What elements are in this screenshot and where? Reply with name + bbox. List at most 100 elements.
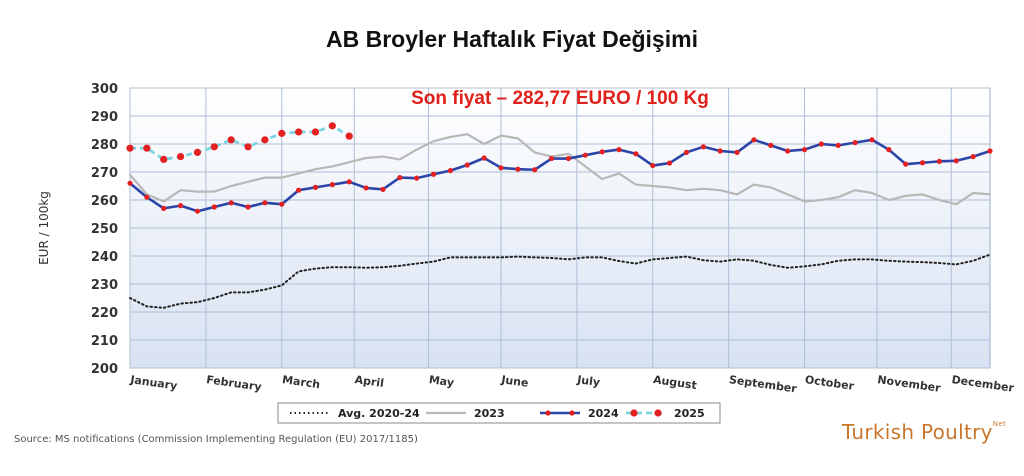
data-point (346, 179, 352, 185)
series-line (128, 138, 992, 213)
data-point (852, 140, 858, 146)
gridlines (129, 87, 990, 369)
data-point (177, 203, 184, 209)
data-point (801, 147, 808, 153)
data-point (886, 147, 892, 153)
y-tick-label: 290 (91, 110, 118, 125)
data-point (953, 158, 959, 164)
data-point (667, 160, 673, 166)
data-point (464, 162, 470, 168)
data-point (328, 122, 336, 130)
data-point (768, 142, 774, 148)
x-tick-label: April (354, 373, 385, 390)
legend-marker (654, 409, 662, 417)
data-point (498, 165, 504, 171)
y-axis: 200 210 220 230 240 250 260 270 280 290 300 (91, 82, 118, 377)
data-point (582, 152, 588, 158)
x-tick-label: May (428, 373, 455, 389)
data-point (447, 168, 453, 174)
y-tick-label: 230 (91, 278, 118, 293)
series-line (129, 253, 991, 309)
x-tick-label: February (205, 373, 262, 394)
data-point (161, 205, 167, 211)
x-tick-label: August (652, 373, 697, 392)
data-point (818, 141, 824, 147)
legend-label: 2024 (588, 407, 619, 420)
data-point (397, 175, 403, 181)
data-point (751, 137, 757, 143)
data-point (380, 186, 386, 192)
legend-label: Avg. 2020-24 (338, 407, 420, 420)
data-point (126, 144, 134, 152)
data-point (244, 143, 252, 151)
legend-marker (545, 410, 551, 416)
data-point (144, 194, 150, 200)
series-2024 (127, 137, 993, 214)
x-tick-label: December (951, 373, 1016, 395)
x-tick-label: July (575, 373, 600, 389)
data-point (633, 151, 639, 157)
y-tick-label: 220 (91, 306, 118, 321)
data-point (211, 204, 217, 210)
y-tick-label: 280 (91, 138, 118, 153)
x-tick-label: January (129, 373, 179, 393)
data-point (936, 158, 943, 164)
data-point (210, 143, 218, 151)
chart-subtitle: Son fiyat – 282,77 EURO / 100 Kg (411, 88, 709, 109)
data-point (278, 129, 286, 137)
data-point (835, 142, 841, 148)
data-point (700, 144, 706, 150)
data-point (193, 148, 202, 156)
data-point (565, 155, 572, 162)
data-point (987, 148, 993, 154)
y-tick-label: 260 (91, 194, 118, 209)
legend-marker (569, 410, 575, 416)
data-point (717, 148, 723, 154)
data-point (279, 201, 285, 207)
data-point (650, 162, 656, 169)
chart-title: AB Broyler Haftalık Fiyat Değişimi (326, 26, 698, 52)
data-point (414, 175, 420, 181)
data-point (785, 148, 791, 154)
data-point (363, 185, 369, 191)
legend-box (277, 402, 721, 424)
data-point (261, 136, 269, 144)
data-point (160, 155, 168, 163)
data-point (616, 147, 622, 153)
data-point (869, 137, 875, 143)
data-point (919, 160, 926, 166)
data-point (311, 128, 320, 136)
x-tick-label: March (281, 373, 321, 391)
x-tick-label: October (804, 373, 855, 393)
data-point (194, 208, 201, 214)
legend-label: 2023 (474, 407, 505, 420)
data-point (329, 182, 335, 188)
data-point (295, 128, 303, 136)
series-line (128, 133, 992, 206)
series-2023 (128, 133, 992, 206)
data-point (262, 200, 268, 206)
y-tick-label: 240 (91, 250, 118, 265)
y-tick-label: 270 (91, 166, 118, 181)
data-point (970, 154, 976, 160)
data-point (345, 132, 353, 140)
data-point (481, 155, 487, 161)
data-point (532, 167, 538, 173)
data-point (143, 144, 151, 152)
series-group (126, 122, 993, 309)
data-point (515, 166, 521, 172)
data-point (245, 204, 251, 210)
source-note: Source: MS notifications (Commission Imp… (14, 434, 418, 445)
legend-marker (630, 409, 638, 417)
y-tick-label: 300 (91, 82, 118, 97)
data-point (548, 155, 555, 162)
series-avg-2020-24 (129, 253, 991, 309)
x-tick-label: September (728, 373, 798, 395)
data-point (176, 153, 185, 161)
y-axis-label: EUR / 100kg (37, 191, 51, 265)
data-point (430, 171, 437, 177)
data-point (734, 149, 740, 155)
y-tick-label: 200 (91, 362, 118, 377)
series-2025 (126, 122, 353, 163)
